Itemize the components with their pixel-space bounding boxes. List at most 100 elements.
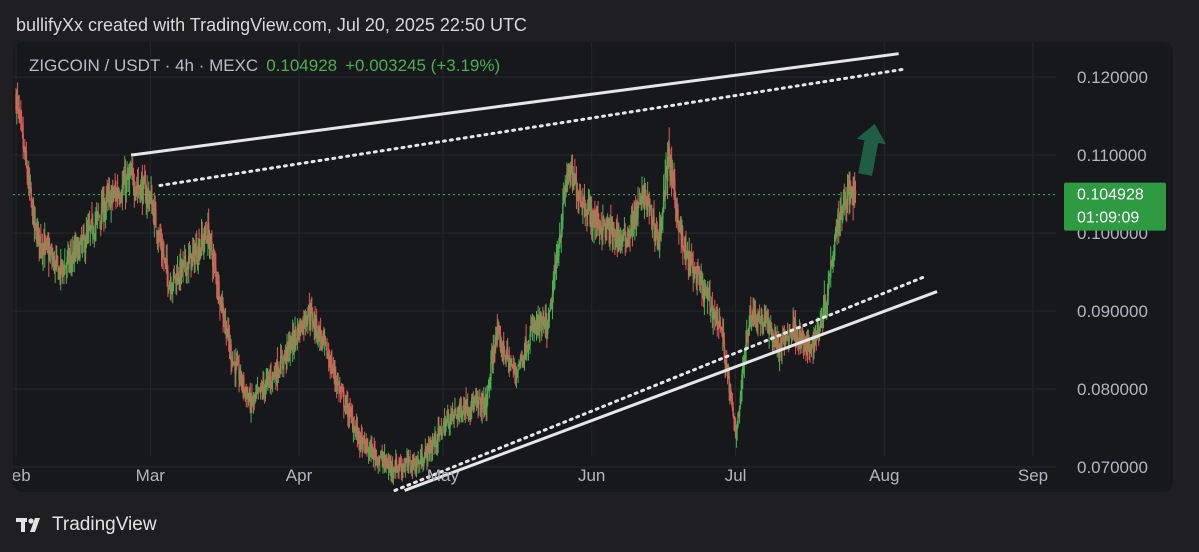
candle-body [79,244,81,259]
candle-body [550,299,552,310]
candle-body [493,347,495,351]
candle-body [638,202,640,204]
price-tag-countdown: 01:09:09 [1077,210,1139,227]
candle-body [204,231,207,237]
footer-brand[interactable]: TradingView [16,512,157,538]
candle-body [470,409,472,412]
candle-body [765,319,767,321]
candle-body [554,264,556,282]
candle-body [479,398,482,405]
x-tick-label: Mar [136,466,166,485]
candle-body [581,204,583,209]
candle-body [303,313,306,326]
candle-body [200,234,203,253]
candle-body [631,218,634,234]
candle-body [74,246,76,254]
candle-body [810,347,813,349]
candle-body [454,410,456,414]
upper-channel-dotted-line [158,67,905,188]
candle-body [68,258,71,264]
candle-body [782,334,785,339]
candle-body [687,251,690,271]
chart-panel[interactable]: 0.120000 0.110000 0.100000 0.090000 0.080000… [13,42,1173,492]
candle-body [385,462,387,464]
candle-body [479,397,481,399]
candle-body [112,195,115,199]
candle-body [491,356,494,365]
candle-body [228,338,231,349]
candle-body [409,459,411,468]
candle-body [562,192,565,205]
candle-body [548,311,550,321]
candle-body [766,314,769,322]
candle-body [371,446,373,458]
candle-body [499,335,502,351]
candle-body [746,330,749,333]
candle-body [814,332,817,345]
candle-body [834,235,836,257]
candle-body [750,306,752,320]
candle-body [644,183,646,197]
candle-body [164,258,166,260]
candle-body [574,180,577,184]
candle-body [298,323,300,340]
candle-body [649,204,651,212]
candle-body [794,320,796,328]
candle-body [710,306,712,309]
candle-body [334,369,336,379]
candle-body [608,224,610,243]
candle-body [120,196,123,200]
candle-body [305,321,307,324]
candle-body [294,330,296,346]
price-chart[interactable]: 0.1200000.1100000.1000000.0900000.080000… [13,42,1173,492]
candle-body [89,226,92,231]
candle-body [850,186,852,193]
candle-body [357,427,359,437]
candle-body [511,364,514,368]
candle-body [424,448,427,456]
candle-body [323,331,325,341]
candle-body [222,303,224,318]
candle-body [445,420,447,424]
candle-body [770,322,773,341]
candle-body [634,206,637,223]
candle-body [652,217,654,222]
candle-body [763,317,766,326]
candle-body [160,240,163,252]
candle-body [514,367,516,373]
candle-body [689,252,691,262]
candle-body [545,317,547,328]
candle-body [551,292,554,310]
candle-body [100,203,103,225]
candle-body [783,334,786,347]
candle-body [756,323,758,325]
candle-body [239,370,242,379]
candle-body [330,359,332,372]
candle-body [247,392,249,399]
candle-body [625,243,627,245]
candle-body [349,409,351,411]
candle-body [265,380,267,390]
candle-body [391,464,394,473]
x-tick-label: Apr [286,466,313,485]
candle-body [521,355,523,365]
candle-body [463,406,466,415]
candle-body [450,412,452,419]
candle-body [822,304,825,321]
candle-body [359,433,362,445]
candle-body [730,395,733,399]
candle-body [754,310,757,326]
candle-body [438,426,440,436]
candle-body [233,361,235,363]
candle-body [719,321,722,325]
candle-body [538,320,540,329]
candle-body [252,397,255,404]
candle-body [197,244,199,261]
candle-body [186,263,188,276]
candle-body [561,219,563,232]
candle-body [180,260,183,278]
candle-body [701,278,703,294]
candle-body [106,192,108,195]
candle-body [606,225,609,228]
candle-body [541,320,543,331]
